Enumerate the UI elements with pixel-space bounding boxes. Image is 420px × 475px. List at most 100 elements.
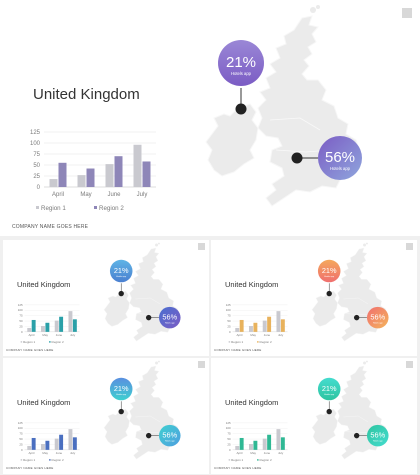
slide-title: United Kingdom (225, 398, 279, 407)
bar-region-1 (54, 438, 59, 450)
bar-region-1 (133, 144, 142, 187)
bar-region-2 (114, 156, 123, 187)
slide-title: United Kingdom (17, 280, 71, 289)
bar-region-2 (31, 319, 36, 332)
island-shape (266, 94, 270, 98)
y-tick-label: 100 (30, 141, 41, 147)
y-tick-label: 125 (18, 421, 23, 425)
stat-label-bottom: Hotels app (165, 322, 176, 325)
bar-region-2 (239, 319, 244, 332)
island-shape (155, 361, 158, 365)
bar-region-1 (77, 175, 86, 187)
stat-label-bottom: Hotels app (330, 166, 351, 171)
legend-label: Region 1 (23, 340, 35, 344)
stat-value-bottom: 56% (162, 431, 177, 440)
y-tick-label: 100 (226, 426, 231, 430)
thumbnail-slide-orange[interactable]: United Kingdom COMPANY NAME GOES HERE 21… (211, 240, 417, 356)
location-dot-top (118, 290, 124, 297)
legend-swatch (49, 341, 51, 343)
y-tick-label: 75 (19, 432, 23, 436)
stat-label-top: Hotels app (231, 71, 252, 76)
stat-bubble-top (109, 259, 133, 283)
legend-swatch (49, 459, 51, 461)
legend-swatch (228, 341, 231, 343)
y-tick-label: 125 (18, 303, 23, 307)
x-tick-label: July (137, 192, 148, 198)
bar-region-2 (86, 168, 95, 187)
company-name: COMPANY NAME GOES HERE (6, 348, 54, 352)
x-tick-label: June (264, 333, 271, 337)
bar-region-2 (267, 434, 272, 450)
y-tick-label: 50 (19, 319, 23, 323)
bar-region-1 (235, 445, 240, 450)
thumbnail-slide-teal[interactable]: United Kingdom COMPANY NAME GOES HERE 21… (211, 358, 417, 474)
ireland-map-shape (205, 103, 259, 177)
stat-label-top: Hotels app (324, 393, 335, 396)
location-dot-top (326, 408, 332, 415)
bar-region-1 (49, 179, 58, 187)
bar-region-2 (45, 322, 50, 332)
bar-region-2 (253, 440, 258, 450)
location-dot-bottom (145, 432, 152, 439)
bar-region-2 (253, 322, 258, 332)
stat-value-bottom: 56% (370, 313, 385, 322)
stat-bubble-top (317, 377, 341, 401)
bar-region-1 (68, 311, 73, 332)
stat-value-top: 21% (322, 266, 337, 275)
bar-region-1 (54, 320, 59, 332)
location-dot-bottom (353, 432, 360, 439)
thumbnail-slide-cyan[interactable]: United Kingdom COMPANY NAME GOES HERE 21… (3, 358, 209, 474)
x-tick-label: June (56, 451, 63, 455)
stat-bubble-top (218, 40, 264, 86)
island-shape (365, 242, 368, 245)
x-tick-label: April (52, 192, 64, 198)
bar-region-2 (280, 437, 285, 450)
y-tick-label: 100 (18, 308, 23, 312)
bar-region-1 (27, 445, 32, 450)
bar-region-1 (262, 438, 267, 450)
y-tick-label: 100 (226, 308, 231, 312)
bar-region-1 (41, 444, 45, 450)
x-tick-label: June (107, 192, 121, 198)
island-shape (341, 286, 344, 289)
y-tick-label: 75 (19, 314, 23, 318)
legend-label: Region 2 (52, 458, 64, 462)
legend-swatch (20, 459, 23, 461)
y-tick-label: 125 (30, 130, 41, 136)
y-tick-label: 50 (227, 319, 231, 323)
bar-region-1 (41, 326, 45, 332)
island-shape (310, 7, 316, 13)
legend-swatch (36, 206, 39, 209)
y-tick-label: 100 (18, 426, 23, 430)
thumbnail-slide-blue[interactable]: United Kingdom COMPANY NAME GOES HERE 21… (3, 240, 209, 356)
y-tick-label: 125 (226, 303, 231, 307)
company-name: COMPANY NAME GOES HERE (6, 466, 54, 470)
stat-bubble-bottom (318, 136, 362, 180)
x-tick-label: July (278, 451, 284, 455)
legend-swatch (257, 459, 259, 461)
ireland-map-shape (311, 408, 338, 445)
y-tick-label: 25 (33, 174, 40, 180)
x-tick-label: June (264, 451, 271, 455)
stat-bubble-top (109, 377, 133, 401)
bar-region-1 (68, 429, 73, 450)
legend-label: Region 1 (23, 458, 35, 462)
legend-label: Region 2 (52, 340, 64, 344)
stat-value-top: 21% (322, 384, 337, 393)
stat-bubble-bottom (158, 424, 181, 447)
x-tick-label: June (56, 333, 63, 337)
stat-bubble-bottom (366, 424, 389, 447)
stat-bubble-bottom (366, 306, 389, 329)
y-tick-label: 0 (229, 330, 231, 334)
slide-corner-marker (198, 361, 205, 368)
bar-region-1 (276, 311, 281, 332)
company-name: COMPANY NAME GOES HERE (214, 348, 262, 352)
island-shape (363, 243, 366, 247)
bar-region-1 (276, 429, 281, 450)
stat-value-top: 21% (114, 384, 129, 393)
legend-swatch (94, 206, 97, 209)
island-shape (363, 361, 366, 365)
